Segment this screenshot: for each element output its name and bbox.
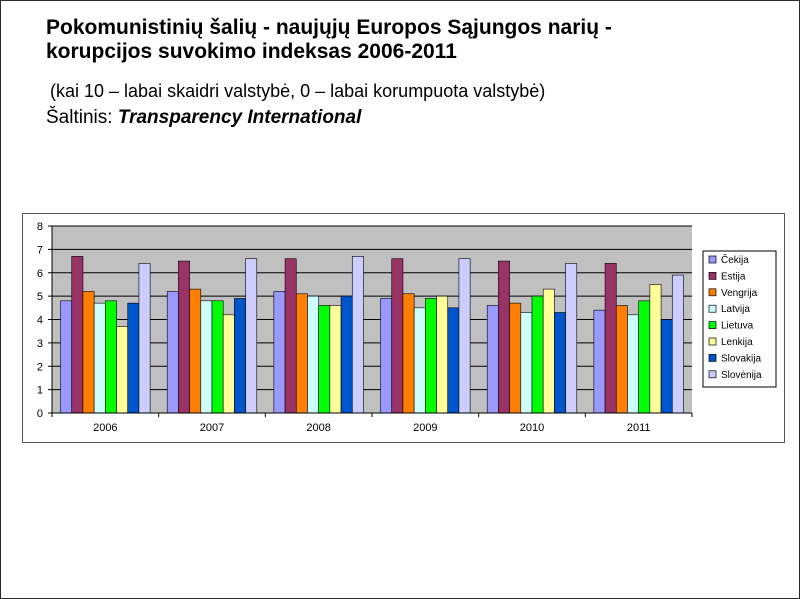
bar [127,302,140,414]
bar [565,263,578,414]
bar [60,300,73,414]
y-tick-label: 1 [37,385,43,397]
x-tick-label: 2006 [93,422,117,434]
legend-label: Vengrija [721,288,758,299]
chart-area: 0 1 2 3 4 5 6 7 8 2006 2007 2008 2009 2010 2011 Čekija E… [22,213,785,443]
bar [649,284,662,414]
bar [671,274,684,414]
legend-swatch [708,272,717,280]
legend-label: Čekija [721,253,749,266]
title-line-1: Pokomunistinių šalių - naujųjų Europos S… [46,16,612,39]
bar [200,300,213,414]
legend-swatch [708,304,717,313]
bar [351,256,364,414]
legend-label: Lenkija [721,337,753,348]
bar [660,319,673,414]
bar [82,291,95,414]
bar [627,314,639,414]
bar [138,263,151,414]
bar [402,293,415,414]
legend-swatch [708,337,717,346]
y-tick-label: 3 [37,338,43,350]
legend-label: Latvija [721,304,750,315]
x-tick-label: 2008 [306,422,330,434]
bar [211,300,224,414]
bar [447,307,460,414]
bar [105,300,117,414]
legend-label: Slovakija [721,353,761,364]
bar [593,309,606,414]
bar [273,291,286,414]
legend-swatch [708,370,717,379]
legend-label: Lietuva [721,321,754,332]
bar [166,291,179,414]
legend-swatch [708,288,717,297]
legend-swatch [708,354,717,362]
bar [498,260,510,414]
x-tick-label: 2011 [627,422,651,434]
bar [520,312,533,414]
bar [234,298,246,414]
bar [425,298,437,414]
bar [116,326,129,414]
y-tick-label: 2 [37,361,43,373]
bar [329,305,342,414]
bar [189,288,202,414]
y-tick-label: 8 [37,221,43,233]
bar [604,263,617,414]
bar [554,312,566,414]
bar [380,298,393,414]
bar [284,258,297,414]
y-tick-label: 7 [37,244,43,256]
x-tick-label: 2007 [200,422,224,434]
bar [615,305,628,414]
bar [340,295,353,414]
bar [391,258,404,414]
bar [295,293,308,414]
bar [542,288,555,414]
bar [531,295,544,414]
title-line-2: korupcijos suvokimo indeksas 2006-2011 [46,40,457,63]
bar [71,256,84,414]
bar [222,314,235,414]
y-tick-label: 6 [37,268,43,280]
source-name: Transparency International [117,107,362,128]
bar [638,300,651,414]
legend-label: Estija [721,271,746,282]
bar-chart: 0 1 2 3 4 5 6 7 8 2006 2007 2008 2009 2010 2011 Čekija E… [37,221,777,434]
source-line: Šaltinis: Transparency International [46,106,361,130]
legend-swatch [708,321,717,329]
legend-swatch [708,255,717,264]
bar [93,302,106,414]
source-prefix: Šaltinis: [46,107,118,128]
slide-title: Pokomunistinių šalių - naujųjų Europos S… [46,16,746,64]
x-tick-label: 2009 [413,422,437,434]
bar [307,295,319,414]
legend-label: Slovėnija [721,370,762,381]
bar [436,295,449,414]
bar [245,258,258,414]
bar [509,302,522,414]
x-tick-label: 2010 [520,422,544,434]
bar [486,305,499,414]
y-tick-label: 4 [37,315,43,327]
y-tick-label: 5 [37,291,43,303]
subtitle: (kai 10 – labai skaidri valstybė, 0 – la… [50,81,546,101]
bar [458,258,471,414]
bar [178,260,190,414]
legend: Čekija Estija Vengrija Latvija Lietuva Lenkij… [702,250,777,388]
bar [318,305,331,414]
y-tick-label: 0 [37,408,43,420]
bar [413,307,426,414]
